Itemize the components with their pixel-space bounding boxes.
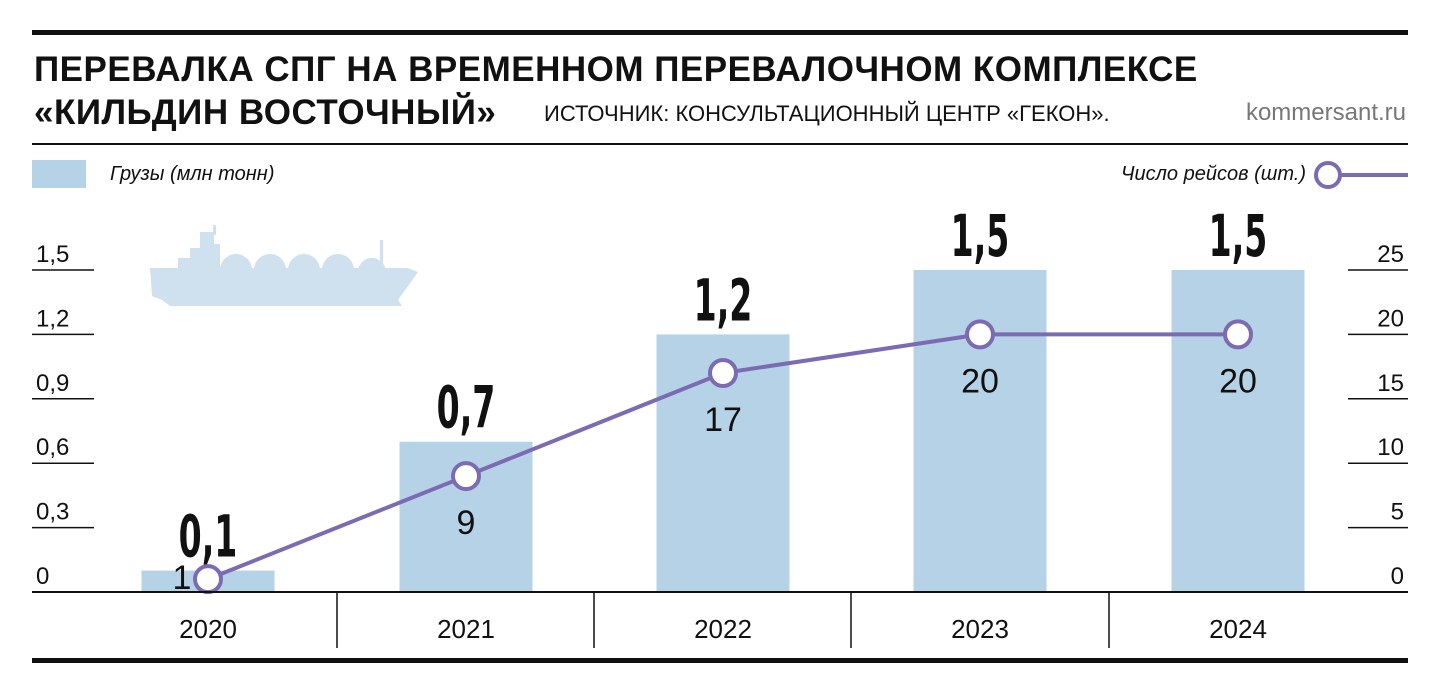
- bar-2023: [913, 270, 1047, 592]
- left-tick-label: 1,2: [36, 305, 69, 332]
- left-tick-label: 0,3: [36, 499, 69, 526]
- legend-bars-label: Грузы (млн тонн): [110, 163, 275, 185]
- source-note: ИСТОЧНИК: КОНСУЛЬТАЦИОННЫЙ ЦЕНТР «ГЕКОН»…: [544, 101, 1110, 126]
- left-tick-label: 0,9: [36, 370, 69, 397]
- x-tick-label-2023: 2023: [951, 614, 1009, 644]
- line-value-label-2020: 1: [173, 559, 192, 597]
- chart-title-line-1: ПЕРЕВАЛКА СПГ НА ВРЕМЕННОМ ПЕРЕВАЛОЧНОМ …: [34, 50, 1198, 89]
- top-rule: [32, 30, 1408, 35]
- header-divider: [32, 143, 1408, 145]
- left-tick-label: 0,6: [36, 434, 69, 461]
- bar-2024: [1171, 270, 1305, 592]
- right-tick-label: 20: [1377, 305, 1404, 332]
- left-tick-label: 0: [36, 563, 49, 590]
- bottom-rule: [32, 658, 1408, 663]
- bar-value-label-2021: 0,7: [437, 375, 496, 442]
- bar-value-label-2024: 1,5: [1209, 203, 1268, 270]
- x-tick-label-2024: 2024: [1209, 614, 1267, 644]
- line-value-label-2022: 17: [704, 401, 742, 439]
- bar-value-label-2020: 0,1: [179, 504, 238, 571]
- line-point-2022: [708, 358, 738, 389]
- chart-title-line-2: «КИЛЬДИН ВОСТОЧНЫЙ»: [34, 93, 497, 132]
- line-value-label-2023: 20: [961, 362, 999, 400]
- bar-value-label-2022: 1,2: [694, 268, 753, 335]
- line-value-label-2024: 20: [1219, 362, 1257, 400]
- right-tick-label: 10: [1377, 434, 1404, 461]
- line-point-2021: [451, 461, 481, 492]
- x-tick-label-2021: 2021: [437, 614, 495, 644]
- line-value-label-2021: 9: [457, 504, 476, 542]
- line-point-2023: [965, 319, 995, 350]
- publisher-credit: kommersant.ru: [1245, 99, 1406, 126]
- line-point-2020: [193, 564, 223, 595]
- right-tick-label: 0: [1391, 563, 1404, 590]
- line-point-2024: [1223, 319, 1253, 350]
- legend-bar-swatch: [32, 160, 86, 188]
- legend-line-label: Число рейсов (шт.): [1121, 163, 1306, 185]
- bar-value-label-2023: 1,5: [951, 203, 1010, 270]
- legend-line-marker: [1314, 161, 1342, 189]
- right-tick-label: 5: [1391, 499, 1404, 526]
- x-tick-label-2020: 2020: [179, 614, 237, 644]
- x-tick-label-2022: 2022: [694, 614, 752, 644]
- left-tick-label: 1,5: [36, 241, 69, 268]
- right-tick-label: 15: [1377, 370, 1404, 397]
- right-tick-label: 25: [1377, 241, 1404, 268]
- lng-tanker-icon: [150, 225, 418, 306]
